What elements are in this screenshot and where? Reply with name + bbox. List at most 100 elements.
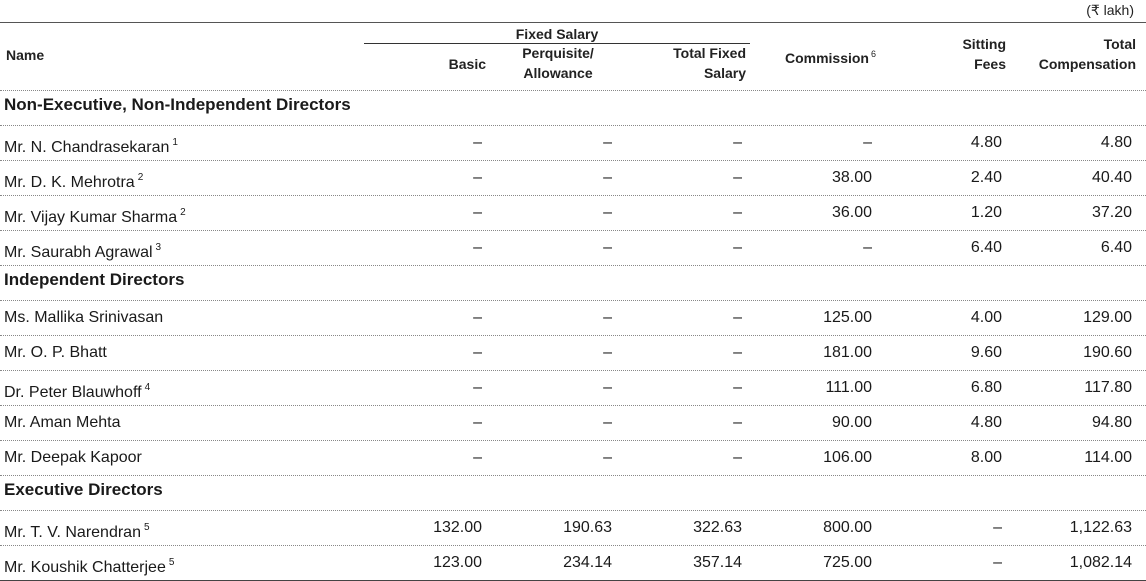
cell-perquisite: – — [603, 414, 612, 431]
cell-commission: 38.00 — [831, 169, 872, 186]
cell-commission: 181.00 — [823, 344, 872, 361]
cell-name: Mr. T. V. Narendran 5 — [4, 518, 150, 543]
cell-total-compensation: 190.60 — [1083, 344, 1132, 361]
header-basic: Basic — [448, 56, 486, 72]
cell-basic: – — [473, 309, 482, 326]
header-total-comp-line1: Total — [1103, 36, 1136, 52]
table-row: Mr. Saurabh Agrawal 3 – – – – 6.40 6.40 — [0, 230, 1146, 265]
director-name: Mr. T. V. Narendran — [4, 524, 141, 541]
director-name: Ms. Mallika Srinivasan — [4, 309, 164, 326]
cell-name: Mr. D. K. Mehrotra 2 — [4, 168, 143, 193]
cell-name: Dr. Peter Blauwhoff 4 — [4, 378, 150, 403]
table-row: Dr. Peter Blauwhoff 4 – – – 111.00 6.80 117.80 — [0, 370, 1146, 405]
cell-total-fixed: – — [733, 344, 742, 361]
cell-commission: 800.00 — [823, 519, 872, 536]
cell-basic: – — [473, 134, 482, 151]
cell-total-fixed: – — [733, 414, 742, 431]
cell-name: Mr. Deepak Kapoor — [4, 448, 142, 468]
header-perquisite-line2: Allowance — [523, 65, 593, 81]
cell-name: Mr. Vijay Kumar Sharma 2 — [4, 203, 186, 228]
section-title: Independent Directors — [4, 270, 185, 289]
cell-total-compensation: 4.80 — [1100, 134, 1132, 151]
cell-sitting-fees: 4.80 — [970, 134, 1002, 151]
section-title: Executive Directors — [4, 480, 163, 499]
cell-sitting-fees: – — [993, 519, 1002, 536]
cell-name: Mr. Saurabh Agrawal 3 — [4, 238, 161, 263]
cell-total-compensation: 117.80 — [1084, 379, 1132, 396]
header-total-compensation: Total Compensation — [1000, 34, 1136, 74]
section-header-row: Executive Directors — [0, 475, 1146, 510]
header-perquisite-line1: Perquisite/ — [522, 45, 594, 61]
table-body: Non-Executive, Non-Independent Directors… — [0, 90, 1146, 581]
header-total-fixed-line1: Total Fixed — [673, 45, 746, 61]
cell-total-fixed: 357.14 — [693, 554, 742, 571]
cell-total-compensation: 129.00 — [1083, 309, 1132, 326]
cell-sitting-fees: 9.60 — [970, 344, 1002, 361]
cell-perquisite: – — [603, 379, 612, 396]
header-fixed-salary: Fixed Salary — [515, 26, 599, 42]
director-name: Mr. D. K. Mehrotra — [4, 174, 135, 191]
footnote-marker: 5 — [168, 557, 175, 568]
cell-basic: – — [473, 169, 482, 186]
header-commission-label: Commission — [784, 50, 869, 66]
cell-sitting-fees: 8.00 — [970, 449, 1002, 466]
section-title: Non-Executive, Non-Independent Directors — [4, 95, 351, 114]
cell-commission: 111.00 — [825, 379, 872, 396]
section-header-row: Independent Directors — [0, 265, 1146, 300]
cell-total-fixed: – — [733, 169, 742, 186]
cell-commission: 36.00 — [831, 204, 872, 221]
director-name: Mr. Deepak Kapoor — [4, 449, 142, 466]
cell-commission: 106.00 — [823, 449, 872, 466]
unit-label: (₹ lakh) — [1086, 2, 1134, 18]
header-name: Name — [6, 47, 45, 63]
cell-perquisite: – — [603, 309, 612, 326]
cell-total-fixed: – — [733, 134, 742, 151]
footnote-marker: 4 — [144, 382, 151, 393]
cell-total-fixed: – — [733, 204, 742, 221]
cell-sitting-fees: 1.20 — [970, 204, 1002, 221]
cell-name: Mr. Koushik Chatterjee 5 — [4, 553, 174, 578]
cell-total-compensation: 37.20 — [1091, 204, 1132, 221]
director-name: Mr. O. P. Bhatt — [4, 344, 107, 361]
cell-total-compensation: 1,122.63 — [1069, 519, 1132, 536]
fixed-salary-rule — [364, 43, 750, 44]
table-row: Mr. T. V. Narendran 5 132.00 190.63 322.63 80… — [0, 510, 1146, 545]
cell-commission: – — [863, 239, 872, 256]
header-commission-note: 6 — [870, 49, 876, 59]
director-name: Mr. Saurabh Agrawal — [4, 244, 153, 261]
cell-commission: – — [863, 134, 872, 151]
footnote-marker: 1 — [172, 137, 178, 148]
director-name: Mr. Aman Mehta — [4, 414, 121, 431]
table-row: Mr. D. K. Mehrotra 2 – – – 38.00 2.40 40.40 — [0, 160, 1146, 195]
cell-basic: – — [473, 344, 482, 361]
cell-name: Mr. N. Chandrasekaran 1 — [4, 133, 178, 158]
section-header-row: Non-Executive, Non-Independent Directors — [0, 90, 1146, 125]
footnote-marker: 2 — [137, 172, 144, 183]
cell-total-compensation: 1,082.14 — [1069, 554, 1132, 571]
table-header: Name Fixed Salary Basic Perquisite/ Allo… — [0, 22, 1146, 91]
cell-basic: – — [473, 414, 482, 431]
cell-perquisite: – — [603, 204, 612, 221]
cell-name: Mr. Aman Mehta — [4, 413, 121, 433]
header-sitting-line2: Fees — [974, 56, 1006, 72]
cell-total-compensation: 40.40 — [1091, 169, 1132, 186]
cell-total-compensation: 114.00 — [1084, 449, 1132, 466]
cell-basic: – — [473, 449, 482, 466]
cell-sitting-fees: 4.00 — [970, 309, 1002, 326]
cell-name: Mr. O. P. Bhatt — [4, 343, 107, 363]
cell-perquisite: – — [603, 134, 612, 151]
cell-perquisite: – — [603, 344, 612, 361]
cell-sitting-fees: 4.80 — [970, 414, 1002, 431]
cell-basic: – — [473, 379, 482, 396]
header-sitting-line1: Sitting — [962, 36, 1006, 52]
header-commission: Commission 6 — [760, 44, 876, 68]
cell-commission: 725.00 — [823, 554, 872, 571]
cell-total-fixed: – — [733, 309, 742, 326]
cell-perquisite: 234.14 — [563, 554, 612, 571]
cell-commission: 125.00 — [823, 309, 872, 326]
cell-total-compensation: 94.80 — [1091, 414, 1132, 431]
cell-perquisite: – — [603, 239, 612, 256]
cell-sitting-fees: 2.40 — [970, 169, 1002, 186]
cell-perquisite: – — [603, 449, 612, 466]
